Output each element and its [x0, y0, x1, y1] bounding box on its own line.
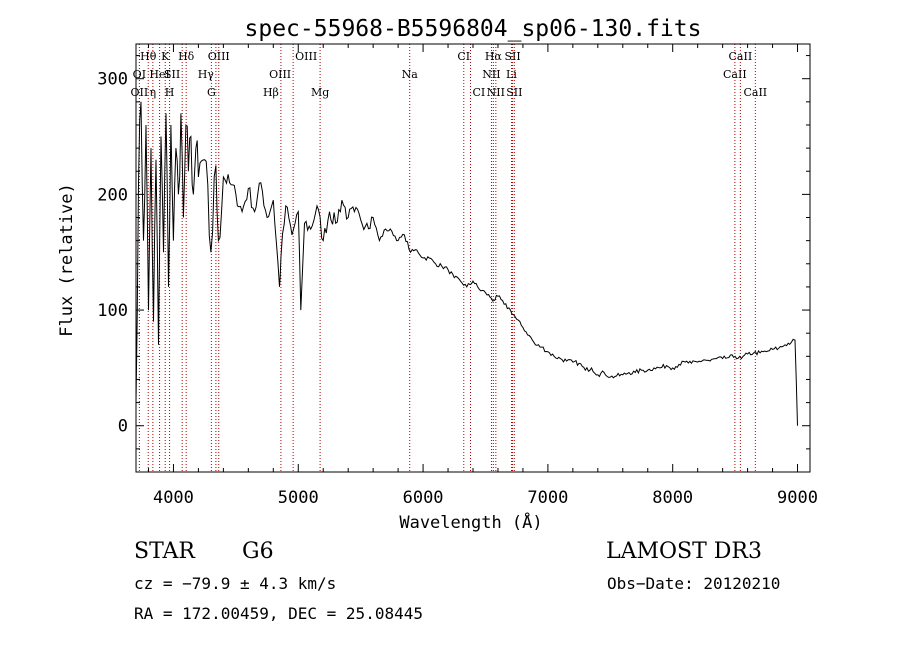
spectral-line-label: NII [482, 68, 500, 81]
spectral-line-label: HeI [149, 68, 169, 81]
object-subclass: G6 [242, 539, 274, 564]
spectral-line-label: OII [131, 86, 149, 99]
x-axis-label: Wavelength (Å) [399, 511, 542, 533]
spectral-line-label: η [150, 86, 157, 99]
x-tick-label: 8000 [652, 488, 693, 508]
spectral-line-markers [138, 44, 756, 472]
spectral-line-label: G [207, 86, 216, 99]
spectral-line-label: SII [164, 68, 180, 81]
spectral-line-label: OIII [269, 68, 291, 81]
spectral-line-label: Hθ [140, 50, 157, 63]
redshift-cz: cz = −79.9 ± 4.3 km/s [134, 574, 337, 593]
spectral-line-label: K [161, 50, 170, 63]
observation-date: Obs−Date: 20120210 [607, 574, 781, 593]
y-tick-label: 300 [97, 70, 128, 90]
spectral-line-label: Hα [485, 50, 503, 63]
x-tick-label: 5000 [278, 488, 319, 508]
x-tick-label: 9000 [777, 488, 818, 508]
spectral-line-label: CI [457, 50, 470, 63]
y-tick-label: 0 [118, 417, 128, 437]
x-axis: 4000 5000 6000 7000 8000 9000 [147, 44, 818, 508]
spectral-line-label: CI [473, 86, 486, 99]
spectral-line-label: SII [506, 86, 522, 99]
spectral-line-label: CaII [743, 86, 767, 99]
spectral-line-label: Hβ [263, 86, 279, 99]
y-tick-label: 200 [97, 185, 128, 205]
spectral-line-label: Hγ [198, 68, 215, 81]
spectral-line-label: H [165, 86, 175, 99]
spectral-line-label: Na [402, 68, 419, 81]
plot-frame [135, 43, 811, 473]
spectral-line-label: Mg [311, 86, 329, 99]
spectral-line-label: SII [504, 50, 520, 63]
y-tick-label: 100 [97, 301, 128, 321]
spectral-line-label: OIII [208, 50, 230, 63]
spectral-line-label: CaII [723, 68, 747, 81]
x-tick-label: 6000 [403, 488, 444, 508]
spectral-line-label: OIII [295, 50, 317, 63]
spectrum-line [135, 101, 798, 426]
y-axis: 0 100 200 300 [97, 55, 810, 473]
coordinates: RA = 172.00459, DEC = 25.08445 [134, 604, 423, 623]
x-tick-label: 7000 [527, 488, 568, 508]
spectral-line-label: CaII [729, 50, 753, 63]
survey-name: LAMOST DR3 [606, 539, 762, 564]
spectral-line-label: NII [487, 86, 505, 99]
y-axis-label: Flux (relative) [57, 183, 77, 337]
spectral-line-label: Li [506, 68, 517, 81]
x-tick-label: 4000 [153, 488, 194, 508]
object-class: STAR [134, 539, 195, 564]
chart-title: spec-55968-B5596804_sp06-130.fits [245, 16, 702, 42]
spectral-line-label: Hδ [178, 50, 195, 63]
